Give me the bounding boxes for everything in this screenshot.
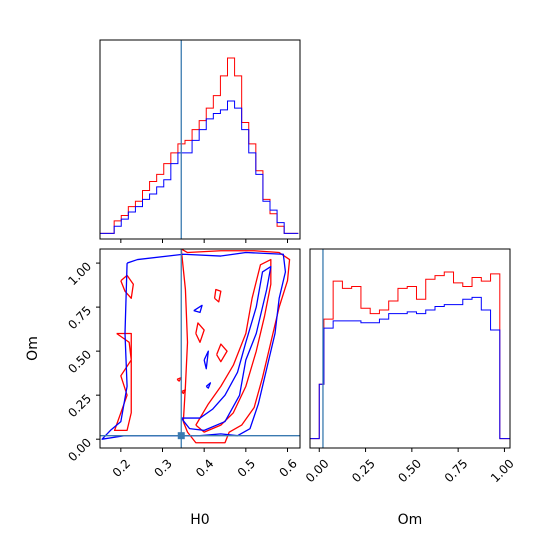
h0-histogram-frame — [99, 39, 301, 240]
x-axis-label-h0: H0 — [190, 512, 209, 528]
x-tick-label: 0.3 — [151, 456, 174, 479]
x-tick-label: 0.75 — [442, 456, 471, 485]
x-tick-label: 0.25 — [349, 456, 378, 485]
contour-blue-line — [203, 350, 209, 370]
truth-marker — [177, 432, 185, 440]
contour-area — [100, 249, 300, 448]
histogram-red-series — [100, 57, 299, 234]
contour-red-line — [213, 288, 222, 303]
contour-red-line — [216, 343, 228, 363]
x-tick-label: 0.6 — [276, 456, 299, 479]
x-tick-label: 1.00 — [488, 456, 517, 485]
contour-blue-line — [205, 382, 212, 389]
contour-red-line — [180, 249, 291, 444]
histogram-red-series — [310, 271, 510, 440]
y-tick-label: 1.00 — [65, 259, 94, 288]
y-tick-label: 0.50 — [65, 347, 94, 376]
contour-blue-line — [180, 265, 272, 432]
contour-red-line — [195, 322, 205, 343]
x-tick-label: 0.00 — [303, 456, 332, 485]
histogram-blue-series — [310, 296, 510, 440]
y-tick-label: 0.00 — [65, 435, 94, 464]
om-histogram-frame — [309, 248, 511, 449]
x-axis-label-om: Om — [398, 512, 423, 528]
x-tick-label: 0.2 — [110, 456, 133, 479]
h0-om-contour-panel: 0.2 0.3 0.4 0.5 0.6 0.00 0.25 0.50 0.75 1.00 H0 Om — [25, 248, 301, 528]
y-tick-label: 0.25 — [65, 391, 94, 420]
x-tick-label: 0.5 — [235, 456, 258, 479]
contour-frame — [99, 248, 301, 449]
y-axis-label-om: Om — [25, 336, 41, 361]
histogram-blue-series — [100, 100, 299, 234]
om-histogram-panel: 0.00 0.25 0.50 0.75 1.00 Om — [303, 248, 517, 528]
h0-histogram-panel — [99, 39, 301, 243]
contour-red-line — [176, 376, 182, 382]
contour-red-line — [113, 332, 132, 432]
contour-blue-line — [193, 304, 203, 314]
y-tick-label: 0.75 — [65, 303, 94, 332]
contour-red-line — [180, 389, 187, 395]
contour-red-line — [120, 274, 134, 299]
x-tick-label: 0.4 — [193, 456, 216, 479]
x-tick-label: 0.50 — [395, 456, 424, 485]
